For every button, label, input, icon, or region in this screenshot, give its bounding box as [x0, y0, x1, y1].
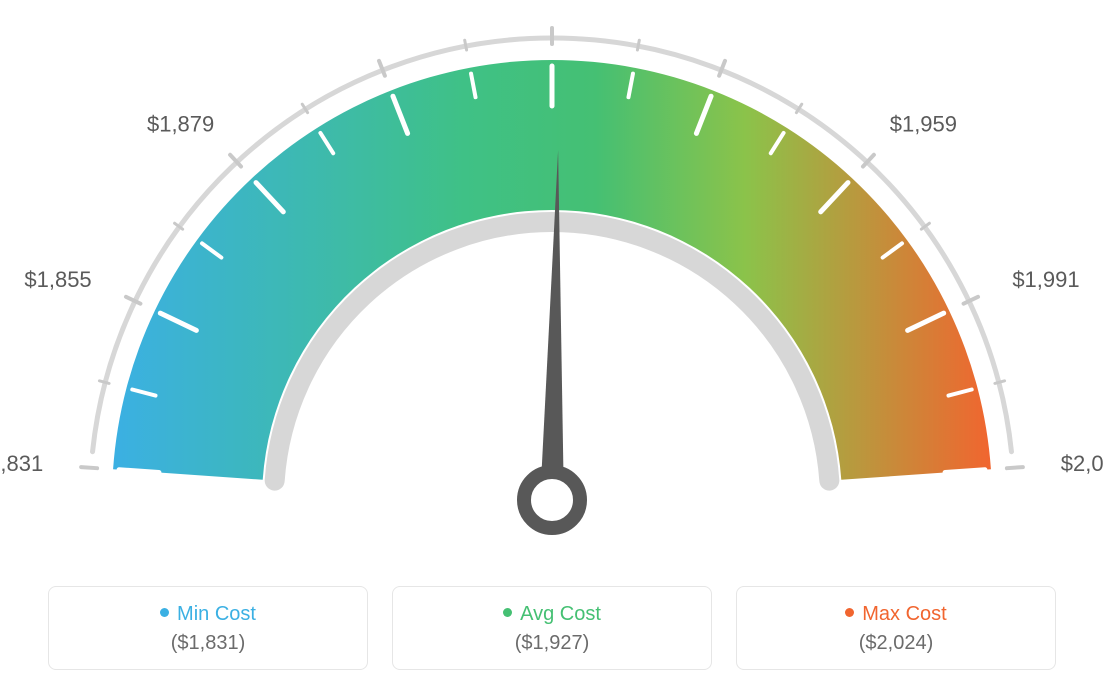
legend-min-card: Min Cost ($1,831) — [48, 586, 368, 670]
legend-max-value: ($2,024) — [755, 632, 1037, 655]
gauge-tick-label: $1,855 — [24, 267, 91, 293]
dot-icon — [845, 608, 854, 617]
legend-min-value: ($1,831) — [67, 632, 349, 655]
legend-avg-label: Avg Cost — [520, 603, 601, 625]
legend-max-card: Max Cost ($2,024) — [736, 586, 1056, 670]
gauge-tick-label: $1,879 — [147, 111, 214, 137]
legend-min-title: Min Cost — [67, 603, 349, 626]
gauge-tick-label: $1,831 — [0, 451, 43, 477]
gauge-tick-label: $2,024 — [1061, 451, 1104, 477]
legend-avg-card: Avg Cost ($1,927) — [392, 586, 712, 670]
legend-max-title: Max Cost — [755, 603, 1037, 626]
gauge-tick-label: $1,959 — [890, 111, 957, 137]
gauge-tick-label: $1,927 — [518, 0, 585, 3]
gauge-tick-label: $1,991 — [1012, 267, 1079, 293]
legend-avg-value: ($1,927) — [411, 632, 693, 655]
gauge-svg — [0, 0, 1104, 560]
legend-row: Min Cost ($1,831) Avg Cost ($1,927) Max … — [0, 586, 1104, 670]
cost-gauge: $1,831 $1,855 $1,879 $1,927 $1,959 $1,991 $2,0… — [0, 0, 1104, 560]
legend-min-label: Min Cost — [177, 603, 256, 625]
legend-max-label: Max Cost — [862, 603, 946, 625]
dot-icon — [160, 608, 169, 617]
legend-avg-title: Avg Cost — [411, 603, 693, 626]
dot-icon — [503, 608, 512, 617]
